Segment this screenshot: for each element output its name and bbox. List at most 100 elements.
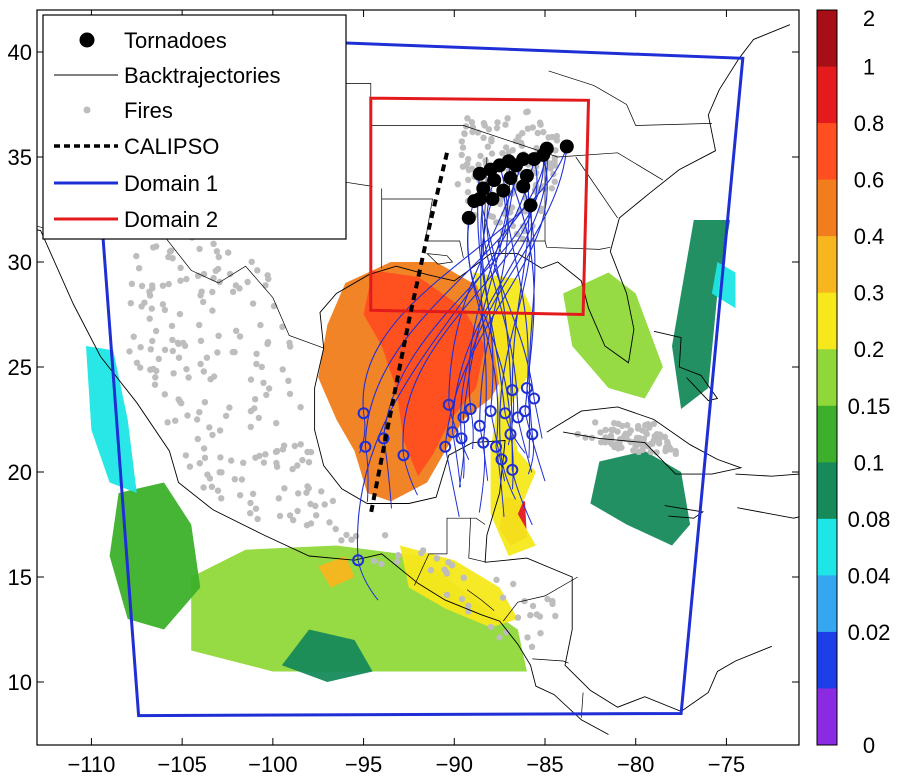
domain-layer — [86, 31, 745, 718]
lake-outline — [426, 253, 454, 265]
fire-point — [184, 412, 191, 419]
fire-point — [619, 422, 626, 430]
fire-point — [141, 299, 148, 306]
calipso-track-layer — [368, 152, 449, 515]
tornado-point — [496, 183, 511, 198]
fire-point — [126, 348, 133, 355]
colorbar-swatch — [817, 405, 837, 463]
aerosol-region-0p1 — [590, 451, 691, 546]
aerosol-region-0p8 — [363, 270, 486, 477]
fire-point — [640, 435, 648, 443]
backtrajectory — [444, 154, 548, 447]
fire-point — [216, 427, 224, 434]
fire-point — [225, 249, 232, 256]
fire-point — [538, 205, 546, 212]
fire-point — [238, 476, 246, 483]
fire-point — [137, 364, 144, 371]
political-border — [503, 576, 578, 622]
fire-point — [370, 557, 378, 565]
trajectory-origin-marker — [439, 440, 452, 453]
fire-point — [488, 138, 495, 145]
fire-point — [458, 595, 466, 603]
fire-point — [642, 428, 649, 436]
backtrajectory — [356, 158, 535, 561]
fire-point — [197, 292, 204, 299]
fire-point — [286, 390, 294, 398]
fire-point — [275, 495, 282, 502]
axes-frame — [36, 9, 800, 746]
x-tick-label: −95 — [345, 752, 382, 777]
fire-point — [172, 417, 179, 424]
colorbar-label: 0.1 — [854, 450, 885, 475]
fire-point — [454, 181, 461, 188]
colorbar-label: 0.04 — [848, 563, 891, 588]
fire-point — [548, 185, 556, 192]
backtrajectory-tail — [527, 434, 535, 475]
backtrajectory-tail — [517, 417, 533, 473]
fire-point — [218, 495, 225, 502]
fire-point — [487, 623, 495, 631]
fire-point — [290, 516, 297, 524]
fire-point — [254, 515, 261, 523]
backtrajectory-tail — [357, 560, 379, 601]
fire-point — [461, 130, 468, 137]
fire-point — [181, 342, 189, 349]
domain-1-outline — [86, 31, 745, 718]
x-tick-label: −100 — [248, 752, 298, 777]
colorbar-swatch — [817, 123, 837, 181]
fire-point — [193, 416, 201, 423]
tornado-point — [503, 171, 518, 185]
backtrajectory — [481, 188, 519, 418]
fire-point — [289, 465, 296, 473]
fire-point — [201, 454, 209, 461]
fire-point — [128, 280, 136, 287]
backtrajectory-tail — [452, 432, 461, 488]
fire-point — [465, 602, 472, 609]
fire-point — [176, 310, 184, 318]
fire-point — [262, 451, 269, 458]
fire-point — [656, 440, 663, 447]
fire-layer — [126, 108, 679, 650]
aerosol-region-0p3 — [472, 272, 536, 556]
fire-point — [658, 433, 665, 440]
y-tick-label: 10 — [8, 670, 32, 695]
fire-point — [485, 126, 493, 133]
backtrajectory — [448, 158, 524, 405]
legend-label-domain1: Domain 1 — [124, 171, 218, 196]
fire-point — [505, 149, 512, 156]
fire-point — [200, 368, 207, 375]
backtrajectory — [362, 146, 568, 414]
trajectory-origin-marker — [506, 463, 519, 476]
fire-point — [215, 253, 222, 261]
tornado-point — [485, 192, 500, 206]
colorbar-swatch — [817, 179, 837, 237]
fire-cluster — [126, 234, 559, 650]
fire-point — [527, 612, 534, 619]
fire-point — [272, 448, 280, 455]
fire-point — [650, 420, 658, 427]
fire-point — [216, 469, 223, 476]
fire-point — [279, 366, 286, 373]
fire-point — [229, 348, 236, 356]
fire-point — [217, 454, 224, 461]
trajectory-origin-marker — [397, 449, 410, 462]
fire-point — [464, 115, 471, 122]
fire-point — [499, 150, 506, 157]
colorbar-swatch — [817, 462, 837, 520]
fire-point — [307, 448, 315, 456]
colorbar-swatch — [817, 631, 837, 689]
fire-point — [469, 128, 476, 136]
fire-point — [209, 288, 216, 296]
tornado-point — [472, 192, 487, 206]
fire-point — [168, 322, 176, 330]
fire-point — [614, 428, 621, 435]
fire-point — [279, 446, 287, 453]
x-tick-label: −110 — [67, 752, 115, 777]
fire-point — [653, 449, 660, 456]
fire-point — [151, 381, 159, 388]
fire-point — [552, 147, 559, 154]
fire-point — [477, 152, 484, 160]
fire-point — [133, 359, 141, 366]
fire-point — [161, 346, 169, 353]
tornado-point — [476, 181, 491, 196]
